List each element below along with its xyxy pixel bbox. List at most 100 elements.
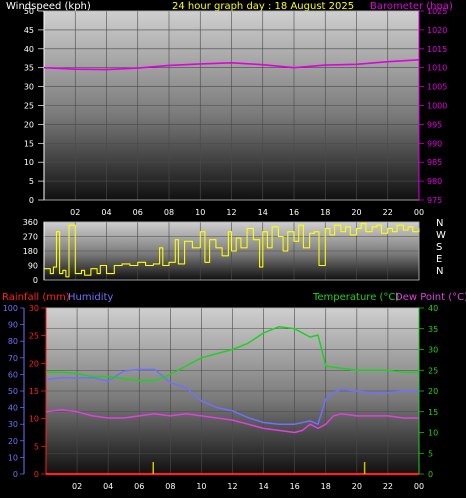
windspeed-tick-label: 45 [24,26,34,35]
windspeed-tick-label: 35 [24,64,34,73]
compass-label: N [436,266,443,277]
windspeed-tick-label: 25 [24,102,34,111]
temperature-tick-label: 30 [428,346,438,355]
temperature-humidity-panel: 0 10 20 30 40 50 60 70 80 90 100 0 5 10 15 20 25 30 0 5 10… [3,304,438,479]
wind-direction-tick-label: 0 [33,276,38,285]
x-tick-label: 02 [72,482,82,491]
x-tick-label: 04 [103,482,113,491]
windspeed-tick-label: 5 [29,177,34,186]
chart-title: 24 hour graph day : 18 August 2025 [172,1,354,12]
windspeed-axis-title: Windspeed (kph) [6,1,91,12]
x-tick-label: 06 [134,482,144,491]
temperature-tick-label: 25 [428,366,438,375]
x-tick-label: 22 [383,482,393,491]
x-tick-label: 22 [383,208,393,217]
wind-direction-axis-ticks: 0 90 180 270 360 [23,218,45,285]
x-tick-label: 04 [101,208,111,217]
wind-direction-line [44,223,420,278]
windspeed-tick-label: 50 [24,7,34,16]
wind-direction-tick-label: 360 [23,218,38,227]
rainfall-tick-label: 5 [34,442,39,451]
x-tick-label: 18 [321,482,331,491]
x-tick-label: 20 [352,482,362,491]
x-tick-label: 10 [196,482,206,491]
rainfall-axis-ticks: 0 5 10 15 20 25 30 [29,304,47,479]
humidity-tick-label: 0 [13,470,18,479]
x-tick-label: 16 [289,208,299,217]
temperature-tick-label: 35 [428,325,438,334]
humidity-tick-label: 90 [8,321,18,330]
barometer-tick-label: 1015 [427,45,447,54]
windspeed-tick-label: 40 [24,45,34,54]
x-tick-label: 02 [70,208,80,217]
humidity-tick-label: 40 [8,404,18,413]
temperature-tick-label: 5 [428,449,433,458]
x-tick-label: 10 [195,208,205,217]
x-tick-label: 08 [164,208,174,217]
windspeed-tick-label: 10 [24,158,34,167]
x-tick-label: 14 [258,482,268,491]
barometer-tick-label: 995 [427,120,442,129]
compass-label: N [436,218,443,229]
humidity-tick-label: 30 [8,420,18,429]
temperature-tick-label: 15 [428,408,438,417]
compass-label: W [436,230,446,241]
wind-direction-tick-label: 90 [28,262,38,271]
temperature-line [46,325,419,382]
dew-point-line [45,408,419,434]
humidity-axis-title: Humidity [68,292,113,303]
temperature-tick-label: 10 [428,429,438,438]
humidity-tick-label: 10 [8,453,18,462]
rainfall-tick-label: 0 [34,470,39,479]
x-tick-label: 12 [227,482,237,491]
wind-direction-series [44,223,420,278]
rainfall-tick-label: 20 [29,359,39,368]
windspeed-tick-label: 20 [24,120,34,129]
barometer-tick-label: 1000 [427,102,447,111]
barometer-line [43,59,420,71]
temperature-tick-label: 0 [428,470,433,479]
barometer-tick-label: 980 [427,177,442,186]
barometer-series [43,59,420,71]
windspeed-tick-label: 15 [24,139,34,148]
barometer-tick-label: 985 [427,158,442,167]
compass-label: E [436,254,442,265]
x-tick-label: 16 [290,482,300,491]
windspeed-tick-label: 30 [24,83,34,92]
barometer-axis-title: Barometer (hpa) [370,1,453,12]
humidity-tick-label: 70 [8,354,18,363]
humidity-tick-label: 100 [3,304,18,313]
rainfall-tick-label: 15 [29,387,39,396]
temperature-tick-label: 40 [428,304,438,313]
humidity-tick-label: 60 [8,370,18,379]
x-tick-label: 08 [165,482,175,491]
windspeed-axis-ticks: 0 5 10 15 20 25 30 35 40 45 50 [24,7,45,205]
barometer-tick-label: 975 [427,196,442,205]
x-tick-label: 20 [351,208,361,217]
x-tick-label: 00 [414,208,424,217]
rainfall-axis-title: Rainfall (mm) [2,292,70,303]
rainfall-tick-label: 30 [29,304,39,313]
panel3-x-axis-labels: 02 04 06 08 10 12 14 16 18 20 22 00 [72,482,424,491]
x-tick-label: 00 [414,482,424,491]
dew-point-axis-title: Dew Point (°C) [395,292,466,303]
panel1-x-axis-labels: 02 04 06 08 10 12 14 16 18 20 22 00 [70,208,424,217]
barometer-tick-label: 1010 [427,64,447,73]
rainfall-tick-label: 10 [29,415,39,424]
barometer-tick-label: 1025 [427,7,447,16]
x-tick-label: 14 [258,208,268,217]
panel1-grid [43,10,420,201]
humidity-tick-label: 50 [8,387,18,396]
wind-direction-tick-label: 270 [23,233,38,242]
barometer-tick-label: 1020 [427,26,447,35]
compass-label: S [436,242,442,253]
windspeed-tick-label: 0 [29,196,34,205]
temperature-axis-title: Temperature (°C) [312,292,399,303]
barometer-axis-ticks: 975 980 985 990 995 1000 1005 1010 1015 1020 1025 [418,7,447,205]
humidity-tick-label: 20 [8,437,18,446]
barometer-tick-label: 1005 [427,83,447,92]
temperature-axis-ticks: 0 5 10 15 20 25 30 35 40 [418,304,438,479]
